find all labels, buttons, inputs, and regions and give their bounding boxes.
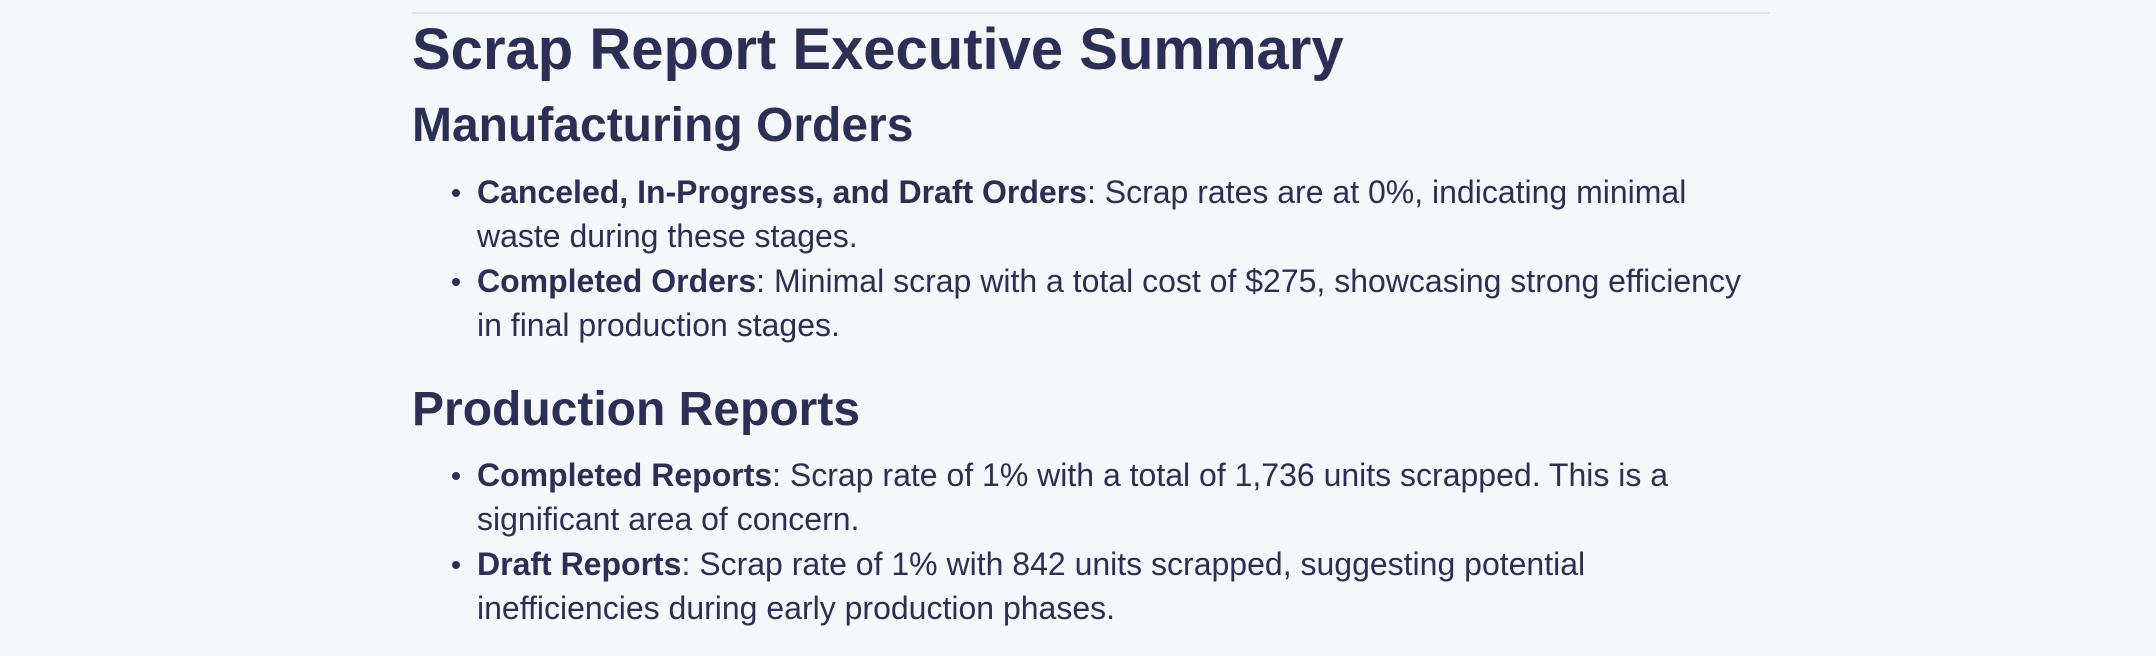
item-lead: Completed Orders — [477, 263, 757, 299]
item-lead: Canceled, In-Progress, and Draft Orders — [477, 174, 1087, 210]
list-item: Completed Reports: Scrap rate of 1% with… — [412, 453, 1767, 541]
section-heading-manufacturing-orders: Manufacturing Orders — [412, 99, 914, 152]
item-text: : Scrap rate of 1% with 842 units scrapp… — [477, 546, 1586, 626]
item-text: : Minimal scrap with a total cost of $27… — [477, 263, 1741, 343]
bullet-icon — [452, 472, 460, 480]
list-item: Canceled, In-Progress, and Draft Orders:… — [412, 170, 1767, 258]
list-item: Draft Reports: Scrap rate of 1% with 842… — [412, 542, 1767, 630]
item-text: : Scrap rate of 1% with a total of 1,736… — [477, 457, 1669, 537]
item-text: : Scrap rates are at 0%, indicating mini… — [477, 174, 1687, 254]
bullet-icon — [452, 189, 460, 197]
production-reports-list: Completed Reports: Scrap rate of 1% with… — [412, 453, 1770, 631]
manufacturing-orders-list: Canceled, In-Progress, and Draft Orders:… — [412, 170, 1770, 348]
section-heading-production-reports: Production Reports — [412, 383, 861, 436]
list-item: Completed Orders: Minimal scrap with a t… — [412, 259, 1767, 347]
page-title: Scrap Report Executive Summary — [412, 17, 1344, 82]
top-divider — [412, 12, 1770, 14]
item-lead: Draft Reports — [477, 546, 682, 582]
bullet-icon — [452, 278, 460, 286]
item-lead: Completed Reports — [477, 457, 773, 493]
bullet-icon — [452, 561, 460, 569]
